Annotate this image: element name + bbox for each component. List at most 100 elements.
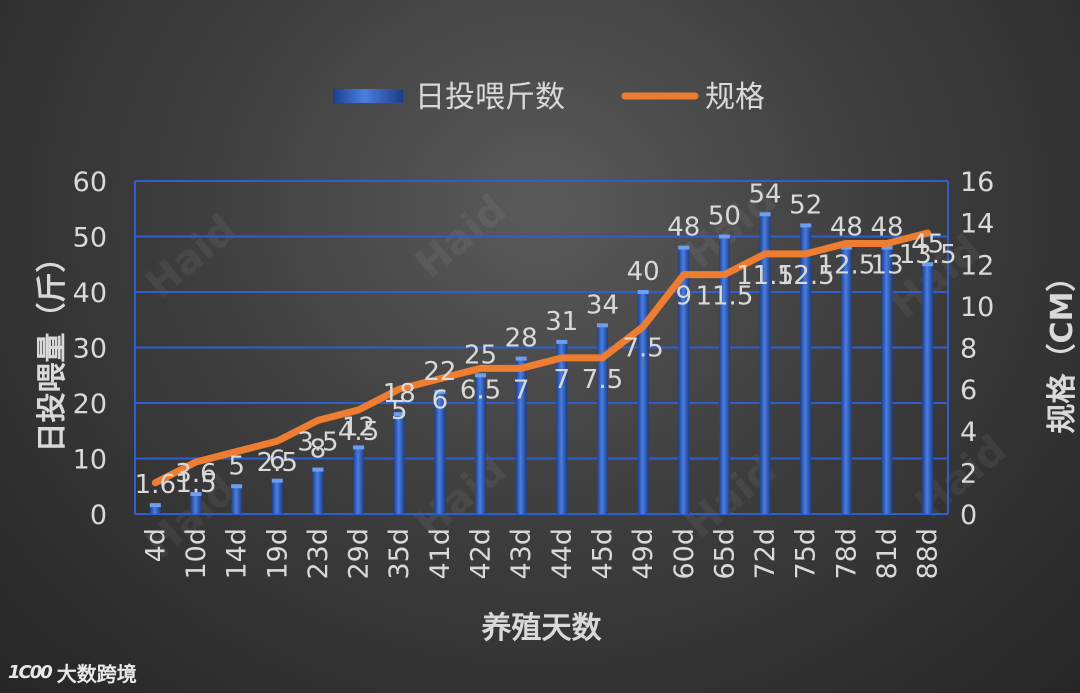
- bar-cap: [231, 484, 243, 489]
- y-tick-label: 30: [73, 334, 107, 365]
- bar: [515, 358, 527, 514]
- bar: [231, 486, 243, 514]
- bar-data-label: 25: [464, 340, 497, 370]
- bar-cap: [596, 323, 608, 328]
- bar-cap: [840, 245, 852, 250]
- y2-tick-label: 8: [960, 334, 977, 365]
- x-tick-label: 88d: [913, 528, 944, 580]
- y2-tick-label: 6: [960, 375, 977, 406]
- bar-cap: [393, 412, 405, 417]
- bar-cap: [190, 492, 202, 497]
- x-tick-label: 42d: [466, 528, 497, 580]
- bar: [556, 341, 568, 514]
- bar: [678, 247, 690, 514]
- legend-bar-swatch: [333, 89, 403, 103]
- bar-data-label: 5: [228, 451, 245, 481]
- bar-cap: [271, 478, 283, 483]
- bar-data-label: 28: [505, 324, 538, 354]
- line-data-label: 6.5: [460, 375, 501, 405]
- bar-cap: [637, 290, 649, 294]
- bar: [881, 247, 893, 514]
- y-axis-title: 日投喂量（斤）: [35, 243, 70, 453]
- x-tick-label: 81d: [872, 528, 903, 580]
- x-tick-label: 23d: [303, 528, 334, 580]
- bar: [759, 214, 771, 515]
- x-axis-title: 养殖天数: [482, 611, 603, 646]
- bar: [718, 236, 730, 514]
- line-data-label: 1.5: [175, 469, 216, 499]
- x-tick-label: 49d: [628, 528, 659, 580]
- line-data-label: 4.5: [338, 417, 379, 447]
- bar: [271, 480, 283, 514]
- bar-cap: [353, 445, 365, 450]
- bar-data-label: 1.6: [135, 470, 176, 500]
- bar-cap: [718, 234, 730, 239]
- bar-data-label: 31: [545, 307, 578, 337]
- bar-cap: [922, 262, 934, 267]
- bar-cap: [475, 373, 487, 378]
- bar: [190, 494, 202, 514]
- legend-line-label: 规格: [705, 80, 765, 115]
- bar: [922, 264, 934, 514]
- bar-data-label: 6: [269, 446, 286, 476]
- bar-data-label: 8: [310, 435, 327, 465]
- bar-cap: [881, 245, 893, 250]
- legend: 日投喂斤数 规格: [333, 80, 765, 115]
- line-data-label: 13: [870, 250, 903, 280]
- bar: [434, 391, 446, 514]
- brand-logo: 1C00: [8, 662, 53, 683]
- bar-data-label: 12: [342, 412, 375, 442]
- bar-data-label: 18: [383, 379, 416, 409]
- line-data-label: 11.5: [736, 261, 794, 291]
- y2-tick-label: 14: [960, 209, 994, 240]
- line-data-label: 7.5: [622, 334, 663, 364]
- line-data-label: 5: [391, 396, 408, 426]
- bar-data-label: 54: [749, 179, 782, 209]
- y2-tick-label: 0: [960, 500, 977, 531]
- bar-data-label: 50: [708, 202, 741, 232]
- bar-cap: [312, 467, 324, 472]
- x-tick-label: 10d: [181, 528, 212, 580]
- bar-data-label: 45: [911, 229, 944, 259]
- line-data-label: 9: [676, 282, 693, 312]
- x-tick-label: 44d: [547, 528, 578, 580]
- x-tick-label: 4d: [140, 528, 171, 562]
- x-tick-label: 75d: [791, 528, 822, 580]
- brand-name: 大数跨境: [56, 662, 137, 686]
- x-tick-label: 45d: [587, 528, 618, 580]
- bar: [353, 447, 365, 514]
- y-tick-label: 0: [90, 500, 107, 531]
- bar: [393, 414, 405, 514]
- bar-data-label: 48: [830, 213, 863, 243]
- x-tick-label: 19d: [262, 528, 293, 580]
- y-tick-label: 10: [73, 445, 107, 476]
- line-data-label: 6: [432, 386, 449, 416]
- line-data-label: 2.5: [257, 448, 298, 478]
- y-tick-label: 60: [73, 167, 107, 198]
- x-tick-label: 72d: [750, 528, 781, 580]
- x-tick-label: 41d: [425, 528, 456, 580]
- line-data-label: 7.5: [582, 365, 623, 395]
- y-tick-label: 50: [73, 223, 107, 254]
- line-data-label: 12.5: [817, 250, 875, 280]
- line-data-label: 3.5: [297, 427, 338, 457]
- bar: [596, 325, 608, 514]
- bar-data-label: 3.6: [175, 459, 216, 489]
- y2-tick-label: 12: [960, 250, 994, 281]
- bar-cap: [759, 212, 771, 217]
- line-data-label: 7: [554, 365, 571, 395]
- y-tick-label: 40: [73, 278, 107, 309]
- bar-cap: [434, 389, 446, 394]
- bar: [637, 292, 649, 514]
- bar-data-label: 52: [789, 190, 822, 220]
- x-tick-label: 78d: [831, 528, 862, 580]
- bar: [149, 505, 161, 514]
- watermark-text: Haid: [407, 446, 515, 547]
- x-tick-label: 29d: [344, 528, 375, 580]
- line-data-label: 12.5: [777, 261, 835, 291]
- line-data-label: 11.5: [695, 282, 753, 312]
- x-tick-label: 14d: [222, 528, 253, 580]
- y2-tick-label: 4: [960, 417, 977, 448]
- x-tick-label: 35d: [384, 528, 415, 580]
